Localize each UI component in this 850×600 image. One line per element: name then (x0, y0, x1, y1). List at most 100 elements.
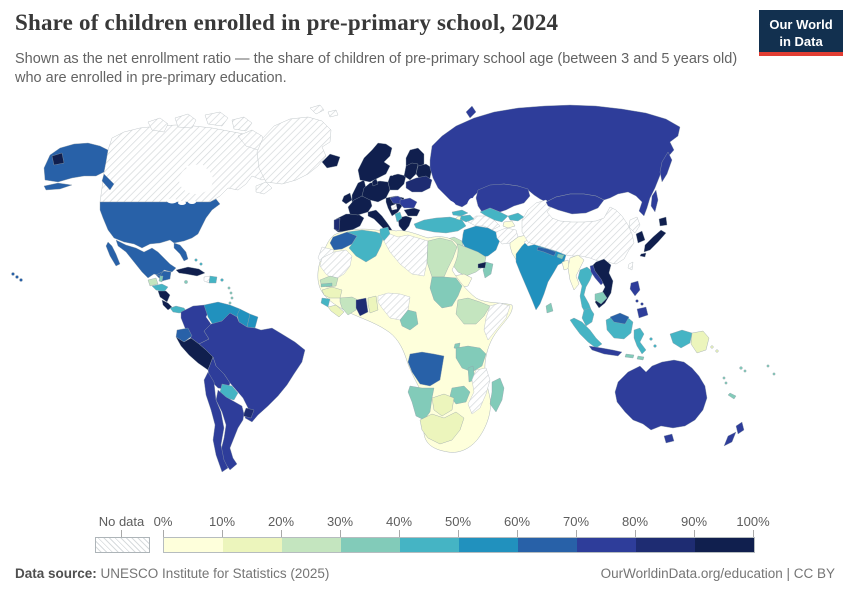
country-bhutan[interactable] (556, 253, 565, 260)
country-tonga-samoa[interactable] (772, 372, 776, 376)
country-alaska-dark-patch[interactable] (51, 152, 65, 166)
country-turkey[interactable] (413, 216, 467, 234)
country-japan[interactable] (639, 216, 668, 258)
country-cameroon[interactable] (399, 309, 419, 331)
country-turkmenistan[interactable] (467, 215, 501, 231)
country-togo-benin[interactable] (367, 295, 379, 314)
country-nicaragua[interactable] (157, 290, 171, 303)
country-kyrgyzstan[interactable] (507, 212, 525, 222)
country-iceland[interactable] (321, 153, 341, 169)
country-bulgaria[interactable] (403, 207, 421, 217)
country-thailand[interactable] (577, 266, 594, 317)
country-scandinavia[interactable] (357, 142, 393, 183)
country-lesser-antilles[interactable] (230, 296, 234, 300)
country-new-caledonia[interactable] (727, 392, 737, 400)
country-argentina[interactable] (215, 389, 245, 471)
legend-bin[interactable] (164, 538, 223, 552)
country-vanuatu[interactable] (724, 381, 728, 385)
legend-bin[interactable] (577, 538, 636, 552)
country-indonesia-sulawesi[interactable] (633, 327, 647, 355)
country-botswana[interactable] (431, 393, 455, 417)
country-lesser-antilles[interactable] (229, 291, 233, 295)
country-tanzania[interactable] (455, 345, 487, 373)
legend-bin[interactable] (636, 538, 695, 552)
country-ecuador[interactable] (175, 327, 193, 343)
country-kazakhstan[interactable] (475, 183, 531, 213)
country-taiwan[interactable] (627, 261, 634, 271)
country-tonga-samoa[interactable] (766, 364, 770, 368)
country-usa-hawaii[interactable] (11, 272, 15, 276)
country-somalia[interactable] (483, 302, 511, 341)
country-sudan[interactable] (429, 276, 463, 309)
country-greenland[interactable] (256, 116, 332, 185)
country-sierra-leone[interactable] (320, 297, 331, 308)
country-indonesia-maluku[interactable] (649, 337, 653, 341)
country-mexico[interactable] (105, 239, 177, 282)
country-fiji[interactable] (739, 366, 743, 370)
country-russia-kamchatka[interactable] (659, 151, 673, 183)
country-mongolia[interactable] (545, 193, 605, 215)
country-baltics[interactable] (403, 162, 419, 181)
country-mauritania[interactable] (319, 249, 353, 281)
country-sri-lanka[interactable] (545, 302, 554, 314)
country-solomon[interactable] (710, 345, 714, 349)
footer-owid-link[interactable]: OurWorldinData.org/education | CC BY (600, 566, 835, 581)
country-canada-arctic[interactable] (147, 111, 267, 151)
country-nepal[interactable] (536, 246, 557, 257)
country-north-korea[interactable] (628, 216, 641, 234)
country-bahamas[interactable] (199, 262, 203, 266)
legend-bin[interactable] (695, 538, 754, 552)
country-mozambique[interactable] (467, 367, 491, 415)
country-usa[interactable] (99, 198, 221, 262)
country-russia[interactable] (429, 104, 681, 217)
country-russia-sakhalin[interactable] (650, 189, 659, 213)
country-vietnam[interactable] (592, 258, 614, 309)
country-chile[interactable] (203, 371, 229, 473)
country-ethiopia[interactable] (455, 297, 491, 325)
country-solomon[interactable] (715, 349, 719, 353)
country-armenia[interactable] (455, 215, 462, 221)
legend-bin[interactable] (341, 538, 400, 552)
country-ukraine[interactable] (405, 175, 433, 193)
legend-bin[interactable] (223, 538, 282, 552)
country-ireland[interactable] (341, 192, 353, 205)
country-angola[interactable] (407, 351, 445, 387)
country-new-zealand[interactable] (723, 421, 745, 447)
country-romania[interactable] (399, 197, 418, 209)
country-vanuatu[interactable] (722, 376, 726, 380)
country-gambia[interactable] (320, 282, 333, 288)
country-jamaica[interactable] (184, 280, 188, 284)
country-portugal[interactable] (333, 217, 341, 232)
country-lesser-sunda[interactable] (624, 353, 645, 361)
country-indonesia-papua[interactable] (669, 329, 693, 349)
country-guatemala[interactable] (147, 277, 159, 287)
country-georgia[interactable] (451, 209, 469, 217)
legend-no-data-swatch[interactable] (95, 537, 150, 553)
country-ivory-coast[interactable] (339, 296, 359, 316)
legend-bin[interactable] (459, 538, 518, 552)
country-papua-new-guinea[interactable] (690, 330, 710, 354)
country-myanmar[interactable] (567, 254, 585, 291)
country-indonesia-maluku[interactable] (653, 344, 657, 348)
country-zimbabwe[interactable] (449, 385, 471, 405)
country-south-africa[interactable] (419, 411, 465, 445)
country-australia[interactable] (614, 359, 708, 444)
country-puerto-rico[interactable] (220, 278, 224, 282)
country-lesser-antilles[interactable] (228, 301, 232, 305)
country-usa-hawaii[interactable] (15, 275, 19, 279)
country-fiji[interactable] (743, 369, 747, 373)
country-honduras[interactable] (151, 283, 169, 293)
country-philippines[interactable] (629, 280, 649, 319)
country-svalbard[interactable] (309, 104, 339, 118)
country-usa-alaska[interactable] (43, 142, 115, 191)
country-malaysia[interactable] (581, 307, 595, 327)
legend-bin[interactable] (400, 538, 459, 552)
country-philippines-visayas[interactable] (640, 302, 644, 306)
country-bahamas[interactable] (194, 258, 198, 262)
country-canada-newfoundland[interactable] (255, 181, 273, 195)
country-russia-novaya-zemlya[interactable] (465, 105, 477, 119)
country-indonesia-java[interactable] (588, 345, 623, 357)
legend-bin[interactable] (518, 538, 577, 552)
country-dominican-republic[interactable] (208, 275, 218, 284)
country-philippines-visayas[interactable] (635, 299, 639, 303)
